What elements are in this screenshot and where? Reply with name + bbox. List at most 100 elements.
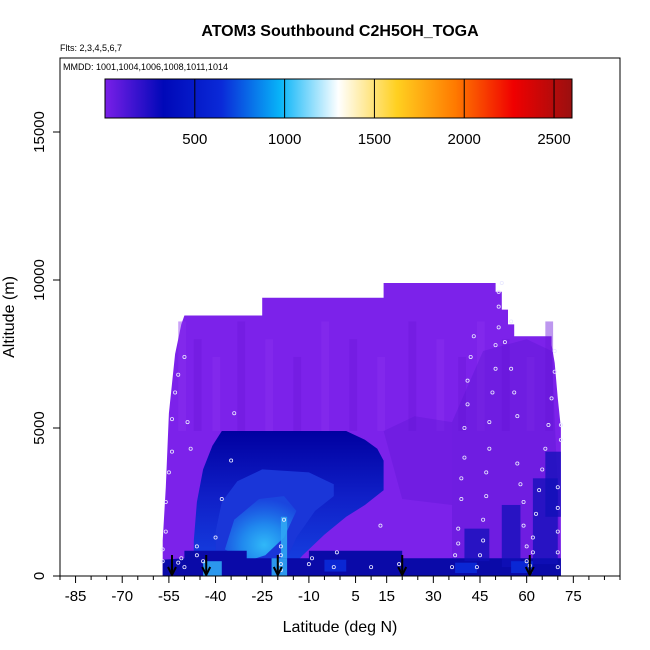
sample-point xyxy=(543,446,548,451)
sample-point xyxy=(173,390,178,395)
x-tick-label: -55 xyxy=(158,588,180,605)
low-bright-cell xyxy=(280,516,288,559)
sample-point xyxy=(555,550,560,555)
sample-point xyxy=(546,423,551,428)
sample-point xyxy=(490,390,495,395)
sample-point xyxy=(534,511,539,516)
sample-point xyxy=(474,565,479,570)
sample-point xyxy=(487,446,492,451)
sample-point xyxy=(232,411,237,416)
plot-area xyxy=(160,280,563,576)
y-tick-label: 15000 xyxy=(31,111,48,153)
chart-title: ATOM3 Southbound C2H5OH_TOGA xyxy=(201,23,479,40)
curtain-streak xyxy=(293,356,302,431)
low-bright-cells xyxy=(203,451,561,576)
arrow-head xyxy=(201,566,212,576)
sample-point xyxy=(496,304,501,309)
sample-point xyxy=(369,565,374,570)
colorbar-gradient-bar xyxy=(104,78,573,119)
sample-point xyxy=(182,354,187,359)
curtain-streak xyxy=(408,321,417,431)
curtain-streak xyxy=(178,321,186,431)
sample-point xyxy=(530,535,535,540)
sample-point xyxy=(552,369,557,374)
y-axis-label: Altitude (m) xyxy=(1,276,18,358)
sample-point xyxy=(499,280,504,285)
sample-point xyxy=(194,544,199,549)
sample-point xyxy=(169,417,174,422)
x-tick-label: -85 xyxy=(65,588,87,605)
sample-point xyxy=(481,538,486,543)
y-axis: 0 5000 10000 15000 xyxy=(31,111,60,580)
sample-point xyxy=(524,559,529,564)
sample-point xyxy=(453,553,458,558)
sample-point xyxy=(512,390,517,395)
sample-point xyxy=(555,505,560,510)
sample-point xyxy=(515,461,520,466)
sample-point xyxy=(449,565,454,570)
arrow-head xyxy=(397,566,408,576)
x-tick-label: 75 xyxy=(565,588,582,605)
light-blue-core-region xyxy=(224,496,297,562)
sample-point xyxy=(558,437,563,442)
curtain-streak xyxy=(501,339,510,431)
y-tick-label: 10000 xyxy=(31,259,48,301)
sample-point xyxy=(521,499,526,504)
colorbar-tick-label: 2500 xyxy=(537,131,570,148)
sample-point xyxy=(555,529,560,534)
y-tick-label: 0 xyxy=(31,572,48,580)
sample-point xyxy=(281,517,286,522)
curtain-streak xyxy=(193,339,202,431)
sample-points xyxy=(160,280,563,573)
sample-point xyxy=(518,482,523,487)
sample-point xyxy=(555,485,560,490)
sample-point xyxy=(468,354,473,359)
x-tick-label: 30 xyxy=(425,588,442,605)
low-dark-patch xyxy=(464,528,490,562)
sample-point xyxy=(555,565,560,570)
curtain-mid-wedge xyxy=(383,416,452,505)
x-tick-label: -10 xyxy=(298,588,320,605)
sample-point xyxy=(176,560,181,565)
x-tick-label: 60 xyxy=(518,588,535,605)
sample-point xyxy=(331,565,336,570)
x-tick-label: -25 xyxy=(251,588,273,605)
sample-point xyxy=(397,562,402,567)
colorbar-tick-label: 1500 xyxy=(358,131,391,148)
sample-point xyxy=(477,553,482,558)
sample-point xyxy=(465,402,470,407)
curtain-streak xyxy=(526,356,535,431)
sample-point xyxy=(309,556,314,561)
sample-point xyxy=(163,499,168,504)
low-bright-cell xyxy=(511,561,533,574)
sample-point xyxy=(496,289,501,294)
sample-point xyxy=(502,340,507,345)
flights-subtitle: Flts: 2,3,4,5,6,7 xyxy=(60,43,122,53)
colorbar: 500 1000 1500 2000 2500 xyxy=(104,78,573,148)
low-bright-cell xyxy=(455,562,477,574)
x-tick-label: -70 xyxy=(111,588,133,605)
x-axis: -85 -70 -55 -40 -25 -10 5 15 30 45 60 75 xyxy=(59,576,621,605)
sample-point xyxy=(459,476,464,481)
colorbar-tick-label: 2000 xyxy=(448,131,481,148)
sample-point xyxy=(515,414,520,419)
sample-point xyxy=(493,366,498,371)
dates-subtitle: MMDD: 1001,1004,1006,1008,1011,1014 xyxy=(63,62,228,72)
sample-point xyxy=(163,529,168,534)
curtain-streak xyxy=(545,321,554,431)
curtain-streak xyxy=(458,356,466,431)
sample-point xyxy=(496,325,501,330)
sample-point xyxy=(219,497,224,502)
curtain-streak xyxy=(436,339,445,431)
sample-point xyxy=(278,553,283,558)
sample-point xyxy=(509,319,514,324)
sample-point xyxy=(378,523,383,528)
sample-point xyxy=(169,449,174,454)
sample-point xyxy=(530,550,535,555)
sample-point xyxy=(213,535,218,540)
sample-point xyxy=(278,562,283,567)
sample-point xyxy=(456,541,461,546)
colorbar-tick-label: 1000 xyxy=(268,131,301,148)
sample-point xyxy=(185,420,190,425)
sample-point xyxy=(182,565,187,570)
